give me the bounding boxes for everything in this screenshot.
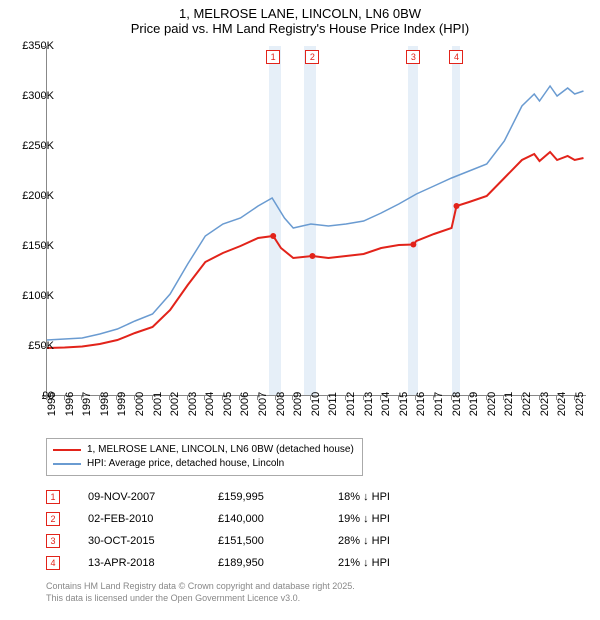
transaction-delta: 28% ↓ HPI bbox=[338, 535, 448, 547]
x-axis-tick-label: 1995 bbox=[46, 392, 58, 416]
legend-swatch bbox=[53, 449, 81, 451]
transaction-price: £151,500 bbox=[218, 535, 338, 547]
x-axis-tick-label: 2011 bbox=[327, 392, 339, 416]
transaction-row: 3 30-OCT-2015£151,50028% ↓ HPI bbox=[46, 530, 448, 552]
x-axis-tick-label: 1996 bbox=[64, 392, 76, 416]
y-axis-tick-label: £150K bbox=[22, 240, 54, 252]
x-axis-tick-label: 2015 bbox=[398, 392, 410, 416]
sale-dot bbox=[309, 253, 315, 259]
chart-title-line2: Price paid vs. HM Land Registry's House … bbox=[0, 21, 600, 36]
x-axis-tick-label: 2003 bbox=[187, 392, 199, 416]
legend-item: HPI: Average price, detached house, Linc… bbox=[53, 457, 354, 471]
transaction-marker: 2 bbox=[46, 512, 60, 526]
x-axis-tick-label: 2006 bbox=[239, 392, 251, 416]
x-axis-tick-label: 2005 bbox=[222, 392, 234, 416]
x-axis-tick-label: 2002 bbox=[169, 392, 181, 416]
x-axis-tick-label: 2001 bbox=[152, 392, 164, 416]
transaction-marker: 3 bbox=[46, 534, 60, 548]
transaction-row: 4 13-APR-2018£189,95021% ↓ HPI bbox=[46, 552, 448, 574]
transaction-date: 13-APR-2018 bbox=[88, 557, 218, 569]
transaction-delta: 18% ↓ HPI bbox=[338, 491, 448, 503]
x-axis-tick-label: 2004 bbox=[204, 392, 216, 416]
legend-swatch bbox=[53, 463, 81, 465]
x-axis-tick-label: 2012 bbox=[345, 392, 357, 416]
x-axis-tick-label: 2013 bbox=[363, 392, 375, 416]
transaction-delta: 21% ↓ HPI bbox=[338, 557, 448, 569]
x-axis-tick-label: 2009 bbox=[292, 392, 304, 416]
transaction-delta: 19% ↓ HPI bbox=[338, 513, 448, 525]
x-axis-tick-label: 2017 bbox=[433, 392, 445, 416]
x-axis-tick-label: 2022 bbox=[521, 392, 533, 416]
x-axis-tick-label: 2018 bbox=[451, 392, 463, 416]
x-axis-tick-label: 2019 bbox=[468, 392, 480, 416]
x-axis-tick-label: 1998 bbox=[99, 392, 111, 416]
footer-line1: Contains HM Land Registry data © Crown c… bbox=[46, 580, 355, 592]
x-axis-tick-label: 1997 bbox=[81, 392, 93, 416]
x-axis-tick-label: 2007 bbox=[257, 392, 269, 416]
x-axis-tick-label: 2016 bbox=[415, 392, 427, 416]
transaction-price: £159,995 bbox=[218, 491, 338, 503]
sale-dot bbox=[270, 233, 276, 239]
transaction-marker: 1 bbox=[46, 490, 60, 504]
x-axis-tick-label: 2021 bbox=[503, 392, 515, 416]
transaction-row: 2 02-FEB-2010£140,00019% ↓ HPI bbox=[46, 508, 448, 530]
x-axis-tick-label: 2008 bbox=[275, 392, 287, 416]
chart-marker: 3 bbox=[406, 50, 420, 64]
x-axis-tick-label: 2014 bbox=[380, 392, 392, 416]
y-axis-tick-label: £250K bbox=[22, 140, 54, 152]
chart-lines-svg bbox=[47, 46, 587, 396]
x-axis-tick-label: 2000 bbox=[134, 392, 146, 416]
chart-marker: 4 bbox=[449, 50, 463, 64]
legend-label: 1, MELROSE LANE, LINCOLN, LN6 0BW (detac… bbox=[87, 443, 354, 457]
legend-label: HPI: Average price, detached house, Linc… bbox=[87, 457, 284, 471]
transaction-marker: 4 bbox=[46, 556, 60, 570]
x-axis-tick-label: 2024 bbox=[556, 392, 568, 416]
transaction-price: £189,950 bbox=[218, 557, 338, 569]
footer-attribution: Contains HM Land Registry data © Crown c… bbox=[46, 580, 355, 604]
x-axis-tick-label: 2020 bbox=[486, 392, 498, 416]
y-axis-tick-label: £300K bbox=[22, 90, 54, 102]
transaction-row: 1 09-NOV-2007£159,99518% ↓ HPI bbox=[46, 486, 448, 508]
sale-dot bbox=[453, 203, 459, 209]
chart-marker: 1 bbox=[266, 50, 280, 64]
series-line-price_paid bbox=[47, 152, 583, 348]
transaction-date: 09-NOV-2007 bbox=[88, 491, 218, 503]
chart-marker: 2 bbox=[305, 50, 319, 64]
chart-plot-area: 1 2 3 4 bbox=[46, 46, 586, 396]
series-line-hpi bbox=[47, 86, 583, 340]
y-axis-tick-label: £100K bbox=[22, 290, 54, 302]
x-axis-tick-label: 2010 bbox=[310, 392, 322, 416]
sale-dot bbox=[410, 242, 416, 248]
y-axis-tick-label: £350K bbox=[22, 40, 54, 52]
transaction-date: 30-OCT-2015 bbox=[88, 535, 218, 547]
legend: 1, MELROSE LANE, LINCOLN, LN6 0BW (detac… bbox=[46, 438, 363, 476]
transactions-table: 1 09-NOV-2007£159,99518% ↓ HPI 2 02-FEB-201… bbox=[46, 486, 448, 574]
x-axis-tick-label: 1999 bbox=[116, 392, 128, 416]
legend-item: 1, MELROSE LANE, LINCOLN, LN6 0BW (detac… bbox=[53, 443, 354, 457]
transaction-price: £140,000 bbox=[218, 513, 338, 525]
footer-line2: This data is licensed under the Open Gov… bbox=[46, 592, 355, 604]
y-axis-tick-label: £200K bbox=[22, 190, 54, 202]
x-axis-tick-label: 2025 bbox=[574, 392, 586, 416]
chart-title-line1: 1, MELROSE LANE, LINCOLN, LN6 0BW bbox=[0, 6, 600, 21]
x-axis-tick-label: 2023 bbox=[539, 392, 551, 416]
transaction-date: 02-FEB-2010 bbox=[88, 513, 218, 525]
